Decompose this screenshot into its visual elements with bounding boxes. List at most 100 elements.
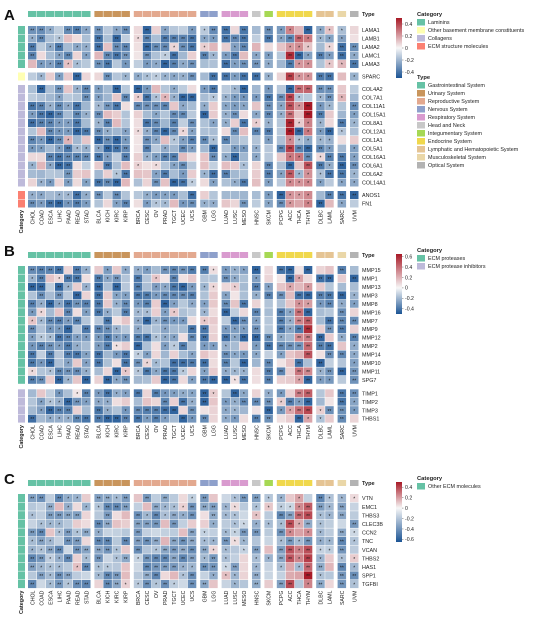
significance-mark: ** [106,548,110,554]
significance-mark: * [234,336,236,342]
heatmap-cell [200,85,209,93]
type-strip-cell [142,11,152,17]
heatmap-cell [239,291,249,300]
significance-mark: * [85,29,87,35]
significance-mark: ** [84,583,88,589]
significance-mark: * [137,130,139,136]
category-strip-cell [18,34,25,43]
heatmap-cell [160,26,170,34]
significance-mark: ** [202,566,206,572]
gene-label: MMP10 [362,361,381,367]
heatmap-cell [37,333,46,342]
significance-mark: ** [224,336,228,342]
heatmap-cell [221,72,231,81]
heatmap-cell [94,34,103,43]
type-strip-cell [316,480,325,486]
legend-item-label: Gastrointestinal System [428,83,485,89]
significance-mark: ** [267,130,271,136]
heatmap-cell [285,325,295,334]
heatmap-cell [325,161,334,170]
heatmap-cell [73,325,82,334]
legend-swatch [417,130,425,137]
heatmap-cell [209,178,218,187]
significance-mark: * [298,181,300,187]
heatmap-cell [294,554,304,563]
significance-mark: * [137,269,139,275]
heatmap-cell [82,102,91,110]
category-strip-cell [18,51,25,60]
heatmap-cell [325,358,334,367]
significance-mark: ** [84,96,88,102]
significance-mark: ** [30,105,34,111]
significance-mark: ** [181,147,185,153]
heatmap-cell [264,282,273,291]
significance-mark: ** [352,574,356,580]
significance-mark: ** [163,566,167,572]
heatmap-cell [142,545,152,554]
gene-label: TIMP2 [362,400,378,406]
heatmap-cell [82,43,91,51]
significance-mark: ** [75,548,79,554]
heatmap-cell [28,299,37,308]
heatmap-cell [133,170,143,178]
heatmap-cell [276,333,286,342]
heatmap-cell [82,358,91,367]
significance-mark: ** [124,202,128,208]
heatmap-cell [112,266,121,274]
significance-mark: ** [267,417,271,423]
significance-mark: ** [106,75,110,81]
heatmap-cell [285,93,295,102]
heatmap-cell [221,93,231,102]
significance-mark: ** [75,540,79,546]
heatmap-cell [46,127,55,136]
heatmap-cell [28,34,37,43]
heatmap-cell [221,562,231,571]
heatmap-cell [178,308,188,317]
heatmap-cell [151,562,161,571]
heatmap-cell [200,358,209,367]
significance-mark: ** [288,514,292,520]
significance-mark: * [328,540,330,546]
gene-label: LAMA1 [362,28,380,34]
significance-mark: * [137,75,139,81]
heatmap-cell [276,580,286,589]
significance-mark: * [353,173,355,179]
heatmap-cell [37,511,46,520]
significance-mark: ** [340,156,344,162]
heatmap-cell [28,414,37,423]
significance-mark: * [191,181,193,187]
significance-mark: ** [327,173,331,179]
heatmap-cell [103,528,112,537]
type-strip-cell [151,480,161,486]
gene-label: TIMP3 [362,408,378,414]
significance-mark: * [85,370,87,376]
significance-mark: * [116,392,118,398]
significance-mark: ** [172,378,176,384]
heatmap-cell [200,43,209,51]
heatmap-cell [73,375,82,384]
heatmap-cell [151,545,161,554]
heatmap-cell [178,191,188,199]
cancer-label: ACC [288,590,294,601]
heatmap-cell [37,325,46,334]
significance-mark: ** [340,173,344,179]
heatmap-cell [160,537,170,546]
significance-mark: * [225,96,227,102]
type-strip-cell [37,11,46,17]
heatmap-cell [264,85,273,93]
heatmap-cell [103,571,112,580]
heatmap-cell [46,308,55,317]
significance-mark: ** [254,400,258,406]
heatmap-cell [37,274,46,283]
heatmap-cell [316,562,325,571]
heatmap-cell [200,153,209,161]
heatmap-cell [82,34,91,43]
type-strip-cell [121,252,130,258]
heatmap-cell [133,93,143,102]
significance-mark: ** [242,319,246,325]
heatmap-cell [82,375,91,384]
heatmap-cell [94,72,103,81]
significance-mark: * [49,400,51,406]
type-strip-cell [64,252,73,258]
cancer-label: UCS [190,590,196,601]
